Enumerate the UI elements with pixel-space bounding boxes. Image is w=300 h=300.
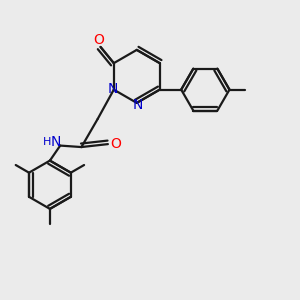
Text: N: N [132,98,142,112]
Text: N: N [108,82,119,96]
Text: N: N [51,135,61,149]
Text: O: O [94,34,104,47]
Text: O: O [111,137,122,151]
Text: H: H [43,137,51,147]
